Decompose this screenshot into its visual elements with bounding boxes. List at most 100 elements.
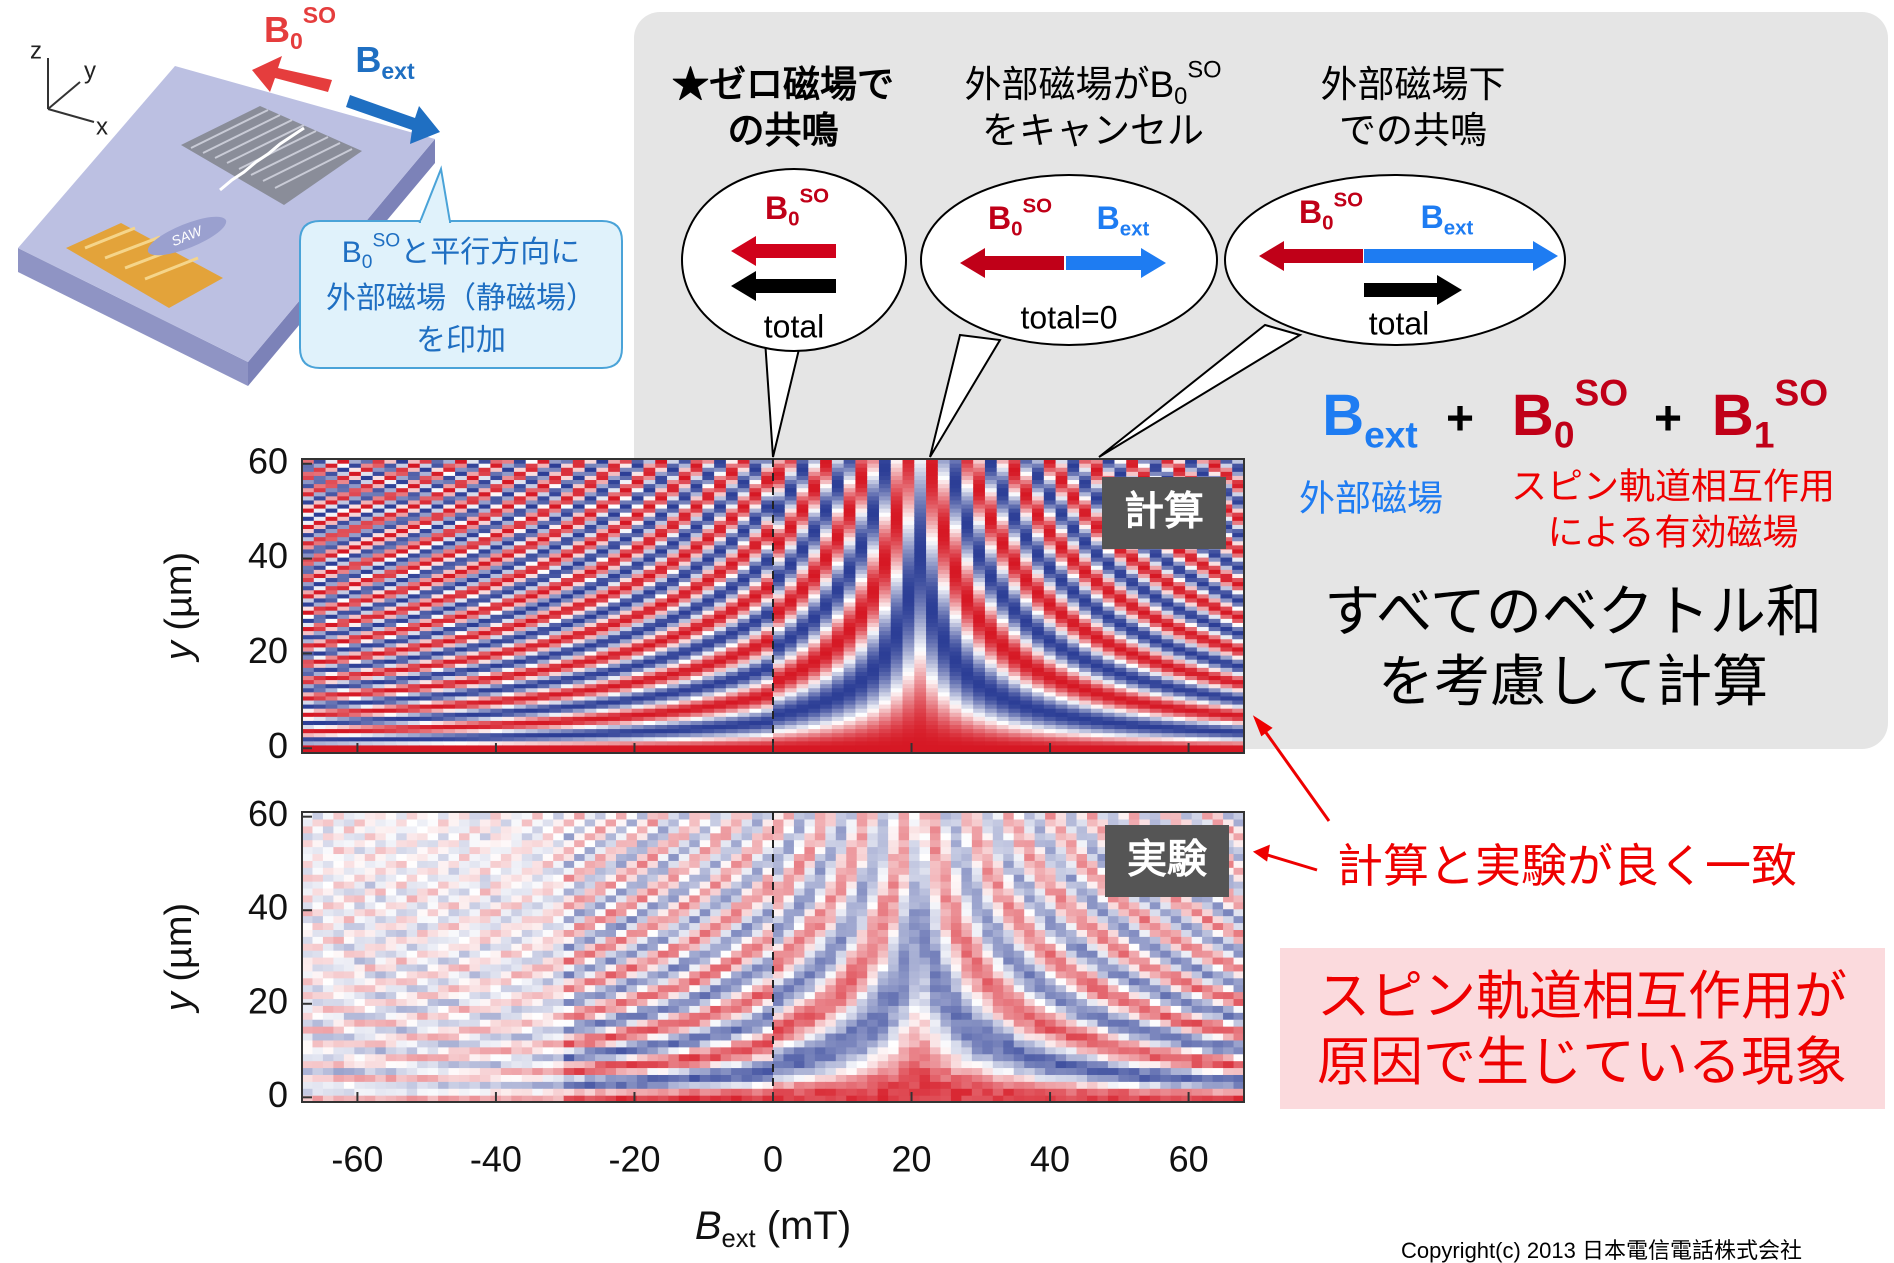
heatmap-cell xyxy=(679,590,691,595)
heatmap-cell xyxy=(373,582,385,587)
heatmap-cell xyxy=(573,647,585,652)
heatmap-cell xyxy=(502,577,514,582)
heatmap-cell xyxy=(549,741,561,746)
heatmap-cell xyxy=(926,618,938,623)
heatmap-cell xyxy=(1091,537,1103,542)
heatmap-cell xyxy=(373,622,385,627)
heatmap-cell xyxy=(561,729,573,734)
heatmap-cell xyxy=(632,577,644,582)
heatmap-cell xyxy=(832,479,844,484)
heatmap-cell xyxy=(691,467,703,472)
heatmap-cell xyxy=(738,508,750,513)
heatmap-cell xyxy=(585,586,597,591)
heatmap-cell xyxy=(643,594,655,599)
heatmap-cell xyxy=(702,533,714,538)
heatmap-cell xyxy=(585,504,597,509)
heatmap-cell xyxy=(1009,626,1021,631)
heatmap-cell xyxy=(985,671,997,676)
heatmap-cell xyxy=(361,508,373,513)
heatmap-cell xyxy=(785,696,797,701)
heatmap-cell xyxy=(655,651,667,656)
heatmap-cell xyxy=(738,663,750,668)
heatmap-cell xyxy=(479,626,491,631)
heatmap-cell xyxy=(384,528,396,533)
heatmap-cell xyxy=(702,577,714,582)
heatmap-cell xyxy=(1032,471,1044,476)
heatmap-cell xyxy=(1032,671,1044,676)
heatmap-cell xyxy=(643,512,655,517)
heatmap-cell xyxy=(361,598,373,603)
heatmap-cell xyxy=(490,631,502,636)
heatmap-cell xyxy=(997,647,1009,652)
heatmap-cell xyxy=(702,484,714,489)
heatmap-cell xyxy=(738,598,750,603)
heatmap-cell xyxy=(632,639,644,644)
heatmap-cell xyxy=(655,557,667,562)
heatmap-cell xyxy=(608,724,620,729)
heatmap-cell xyxy=(855,626,867,631)
heatmap-cell xyxy=(1020,688,1032,693)
heatmap-cell xyxy=(1044,471,1056,476)
heatmap-cell xyxy=(679,643,691,648)
heatmap-cell xyxy=(467,610,479,615)
heatmap-cell xyxy=(302,720,314,725)
heatmap-cell xyxy=(808,573,820,578)
heatmap-cell xyxy=(797,720,809,725)
heatmap-cell xyxy=(467,549,479,554)
heatmap-cell xyxy=(726,475,738,480)
heatmap-cell xyxy=(973,553,985,558)
heatmap-cell xyxy=(455,684,467,689)
heatmap-cell xyxy=(1032,741,1044,746)
heatmap-cell xyxy=(797,561,809,566)
heatmap-cell xyxy=(396,606,408,611)
heatmap-cell xyxy=(1079,729,1091,734)
heatmap-cell xyxy=(620,549,632,554)
heatmap-cell xyxy=(785,671,797,676)
heatmap-cell xyxy=(903,716,915,721)
heatmap-cell xyxy=(797,733,809,738)
heatmap-cell xyxy=(538,586,550,591)
heatmap-cell xyxy=(749,553,761,558)
heatmap-cell xyxy=(714,614,726,619)
heatmap-cell xyxy=(538,500,550,505)
heatmap-cell xyxy=(961,704,973,709)
heatmap-cell xyxy=(1044,626,1056,631)
heatmap-cell xyxy=(702,516,714,521)
heatmap-cell xyxy=(596,680,608,685)
heatmap-cell xyxy=(1044,680,1056,685)
heatmap-cell xyxy=(573,733,585,738)
heatmap-cell xyxy=(585,651,597,656)
heatmap-cell xyxy=(632,594,644,599)
heatmap-cell xyxy=(738,594,750,599)
heatmap-cell xyxy=(702,724,714,729)
heatmap-cell xyxy=(526,549,538,554)
heatmap-cell xyxy=(950,594,962,599)
heatmap-cell xyxy=(620,582,632,587)
heatmap-cell xyxy=(549,639,561,644)
heatmap-cell xyxy=(738,684,750,689)
heatmap-cell xyxy=(479,704,491,709)
heatmap-cell xyxy=(832,704,844,709)
heatmap-cell xyxy=(749,533,761,538)
heatmap-cell xyxy=(950,524,962,529)
heatmap-cell xyxy=(620,671,632,676)
heatmap-cell xyxy=(396,622,408,627)
heatmap-cell xyxy=(832,561,844,566)
heatmap-cell xyxy=(702,716,714,721)
heatmap-cell xyxy=(585,680,597,685)
heatmap-cell xyxy=(585,463,597,468)
heatmap-cell xyxy=(961,667,973,672)
heatmap-cell xyxy=(549,479,561,484)
heatmap-cell xyxy=(844,520,856,525)
heatmap-cell xyxy=(443,598,455,603)
heatmap-cell xyxy=(749,610,761,615)
heatmap-cell xyxy=(337,520,349,525)
heatmap-cell xyxy=(314,488,326,493)
heatmap-cell xyxy=(855,663,867,668)
heatmap-cell xyxy=(467,667,479,672)
heatmap-cell xyxy=(891,602,903,607)
heatmap-cell xyxy=(702,479,714,484)
heatmap-cell xyxy=(714,590,726,595)
heatmap-cell xyxy=(1079,594,1091,599)
heatmap-cell xyxy=(773,577,785,582)
